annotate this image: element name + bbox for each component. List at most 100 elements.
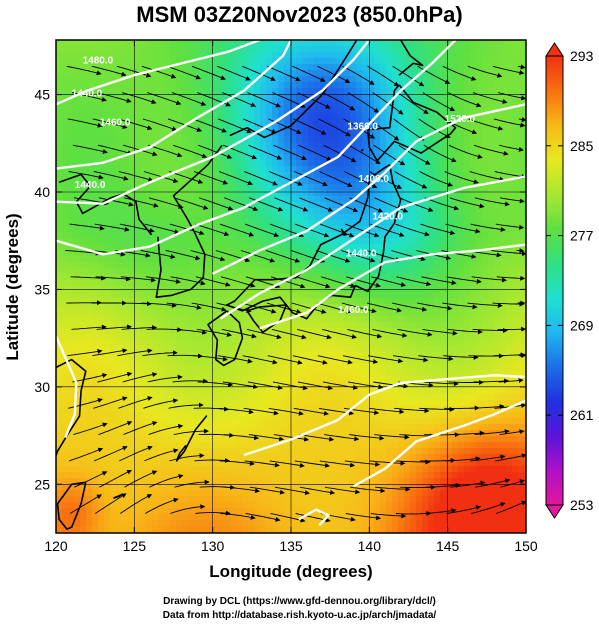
streamline — [220, 513, 256, 520]
streamline — [471, 502, 506, 514]
streamline — [149, 473, 184, 488]
streamline — [292, 355, 328, 365]
streamline — [197, 381, 234, 387]
streamline — [192, 118, 227, 133]
streamline — [298, 434, 335, 442]
streamline — [195, 276, 231, 287]
streamline — [469, 171, 505, 182]
streamline — [421, 276, 457, 286]
streamline — [345, 223, 380, 238]
x-tick-label: 140 — [358, 538, 382, 554]
streamline — [297, 92, 331, 109]
contour-line — [56, 40, 293, 170]
streamline — [94, 223, 130, 232]
contour-label: 1360.0 — [347, 122, 378, 133]
streamline — [220, 276, 256, 288]
streamline — [248, 144, 283, 160]
y-tick-label: 25 — [34, 476, 50, 492]
streamline — [166, 65, 202, 80]
streamline — [222, 381, 259, 389]
streamline — [273, 434, 310, 442]
streamline — [448, 379, 484, 385]
streamline — [367, 65, 400, 87]
streamline — [394, 407, 430, 414]
streamline — [173, 144, 208, 159]
streamline — [99, 469, 132, 488]
streamline — [165, 250, 201, 261]
colorbar-bottom-triangle — [545, 504, 564, 519]
streamline — [318, 118, 351, 137]
streamline — [93, 396, 128, 409]
temperature-field — [56, 40, 526, 533]
streamline — [72, 373, 108, 383]
streamline — [297, 381, 334, 391]
streamline — [391, 250, 426, 262]
x-tick-label: 145 — [436, 538, 460, 554]
streamline — [315, 250, 351, 263]
streamline — [142, 118, 178, 131]
streamline — [147, 374, 183, 383]
streamline — [73, 422, 108, 436]
contour-label: 1520.0 — [445, 114, 476, 125]
streamline — [166, 302, 202, 310]
coastline — [398, 40, 424, 76]
streamline — [366, 250, 401, 262]
streamline — [242, 65, 276, 81]
streamline — [68, 398, 103, 409]
streamline — [198, 144, 233, 159]
streamline — [290, 250, 326, 263]
streamline — [195, 510, 231, 516]
streamline — [244, 171, 278, 186]
streamline — [69, 494, 102, 514]
streamline — [296, 328, 332, 340]
streamline — [343, 118, 376, 139]
streamline — [268, 118, 302, 134]
streamline — [399, 197, 434, 212]
streamline — [193, 171, 229, 185]
streamline — [342, 65, 375, 85]
streamline — [249, 486, 285, 495]
streamline — [296, 276, 331, 289]
streamline — [423, 144, 457, 163]
streamline — [370, 513, 407, 519]
streamline — [216, 302, 252, 313]
contour-label: 1440.0 — [346, 248, 377, 259]
streamline — [346, 276, 381, 288]
streamline — [242, 355, 278, 365]
streamline — [144, 223, 180, 234]
streamline — [294, 171, 328, 187]
contour-label: 1460.0 — [338, 305, 369, 316]
coastline — [56, 358, 87, 458]
streamline — [147, 92, 182, 105]
streamline — [375, 486, 411, 492]
streamline — [170, 276, 206, 286]
streamline — [243, 407, 279, 416]
streamline — [249, 197, 284, 212]
streamline — [218, 118, 252, 134]
streamline — [518, 353, 526, 359]
streamline — [71, 324, 107, 330]
streamline — [317, 355, 353, 365]
coastline — [175, 415, 208, 462]
streamline — [369, 171, 403, 189]
streamline — [271, 328, 307, 340]
geopotential-contours — [56, 40, 526, 527]
contour-label: 1460.0 — [100, 118, 131, 129]
streamline — [425, 482, 461, 488]
streamline — [472, 328, 508, 333]
colorbar-top-triangle — [545, 42, 564, 57]
streamline — [191, 65, 226, 81]
streamline — [319, 171, 353, 187]
streamline — [447, 328, 483, 335]
streamline — [445, 456, 481, 462]
streamline — [323, 144, 357, 163]
contour-line — [212, 103, 526, 275]
streamline — [393, 355, 429, 363]
streamline — [392, 65, 425, 87]
streamline — [496, 275, 526, 281]
streamline — [347, 92, 380, 113]
streamline — [470, 454, 506, 462]
streamline — [393, 118, 425, 141]
streamline — [323, 381, 359, 390]
streamline — [420, 223, 456, 236]
